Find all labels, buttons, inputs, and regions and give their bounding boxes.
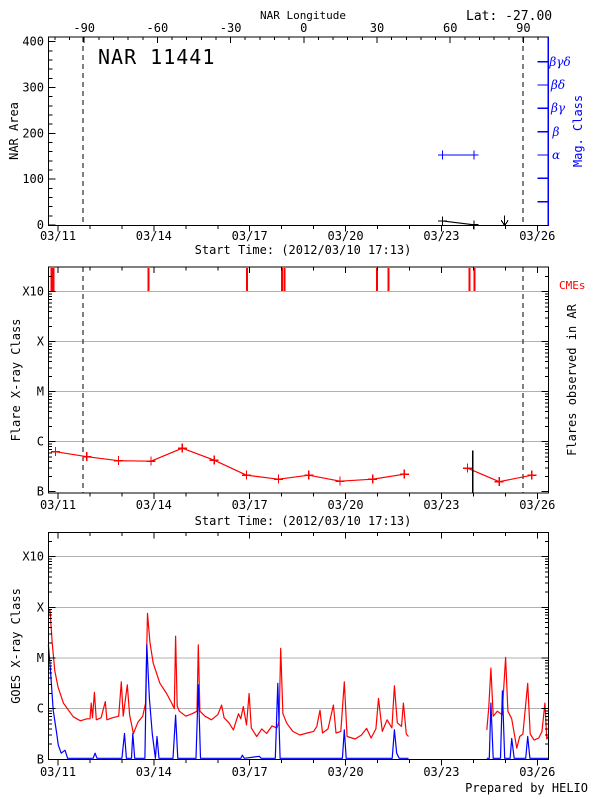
- svg-text:03/23: 03/23: [423, 498, 459, 512]
- svg-text:X10: X10: [22, 550, 44, 564]
- svg-text:03/26: 03/26: [519, 498, 555, 512]
- start-time-caption-middle: Start Time: (2012/03/10 17:13): [194, 514, 412, 528]
- cme-ticks: [50, 268, 476, 292]
- longitude-ticks: [54, 37, 539, 43]
- svg-text:X: X: [37, 600, 45, 614]
- mag-class-tick-a: α: [551, 148, 561, 162]
- svg-text:03/20: 03/20: [327, 229, 363, 243]
- svg-text:B: B: [37, 752, 44, 766]
- svg-text:X10: X10: [22, 285, 44, 299]
- start-time-caption-top: Start Time: (2012/03/10 17:13): [194, 243, 412, 257]
- panel-frames: [47, 36, 549, 760]
- region-title: NAR 11441: [98, 45, 216, 69]
- svg-text:C: C: [37, 435, 44, 449]
- flares-observed-label: Flares observed in AR: [565, 304, 579, 456]
- top-axis-title: NAR Longitude: [259, 9, 347, 22]
- cmes-label: CMEs: [559, 279, 586, 292]
- svg-text:03/17: 03/17: [232, 498, 268, 512]
- svg-text:M: M: [37, 385, 44, 399]
- latitude-label: Lat: -27.00: [466, 9, 553, 24]
- nar-area-series: [437, 215, 509, 230]
- svg-text:400: 400: [22, 35, 44, 49]
- svg-text:X: X: [37, 335, 45, 349]
- goes-short-blue: [47, 644, 549, 759]
- mag-class-tick-bgd: βγδ: [549, 55, 571, 69]
- svg-text:-30: -30: [220, 21, 242, 35]
- svg-text:60: 60: [443, 21, 457, 35]
- mag-class-axis: [537, 37, 549, 226]
- svg-text:300: 300: [22, 81, 44, 95]
- svg-text:200: 200: [22, 126, 44, 140]
- svg-text:03/23: 03/23: [423, 229, 459, 243]
- svg-text:30: 30: [370, 21, 384, 35]
- svg-text:03/17: 03/17: [232, 765, 268, 779]
- svg-text:03/14: 03/14: [136, 765, 172, 779]
- svg-text:90: 90: [516, 21, 530, 35]
- svg-text:100: 100: [22, 172, 44, 186]
- svg-text:B: B: [37, 485, 44, 499]
- mag-class-axis-label: Mag. Class: [571, 94, 585, 168]
- goes-series: [47, 609, 549, 759]
- svg-text:03/14: 03/14: [136, 498, 172, 512]
- nar-area-yticks: [48, 41, 56, 226]
- mag-class-tick-b: β: [552, 125, 560, 139]
- nar-area-axis-label: NAR Area: [7, 102, 21, 160]
- svg-text:M: M: [37, 651, 44, 665]
- svg-text:03/14: 03/14: [136, 229, 172, 243]
- svg-text:03/20: 03/20: [327, 498, 363, 512]
- svg-text:-90: -90: [73, 21, 95, 35]
- mag-class-tick-bg: βγ: [550, 101, 566, 115]
- svg-text:03/26: 03/26: [519, 229, 555, 243]
- svg-text:03/11: 03/11: [40, 765, 76, 779]
- flare-xray-axis-label: Flare X-ray Class: [9, 318, 23, 442]
- mag-class-series: [437, 150, 479, 160]
- flare-series: [50, 443, 537, 487]
- credit-label: Prepared by HELIO: [465, 781, 588, 795]
- gridlines: [48, 291, 549, 710]
- dashed-longitude-lines: [82, 37, 524, 493]
- goes-xray-axis-label: GOES X-ray Class: [9, 588, 23, 704]
- svg-text:03/26: 03/26: [519, 765, 555, 779]
- svg-text:03/23: 03/23: [423, 765, 459, 779]
- log-yticks: [48, 276, 549, 760]
- svg-text:03/17: 03/17: [232, 229, 268, 243]
- svg-text:03/11: 03/11: [40, 498, 76, 512]
- mag-class-tick-bd: βδ: [550, 78, 566, 92]
- svg-text:C: C: [37, 702, 44, 716]
- svg-text:03/20: 03/20: [327, 765, 363, 779]
- svg-text:0: 0: [37, 218, 44, 232]
- goes-long-red: [47, 609, 549, 749]
- tick-labels: -90 -60 -30 0 30 60 90 03/11 03/14 03/17 03/20 03/2…: [22, 21, 555, 779]
- svg-text:-60: -60: [147, 21, 169, 35]
- svg-text:03/11: 03/11: [40, 229, 76, 243]
- date-ticks: [57, 225, 538, 766]
- svg-text:0: 0: [300, 21, 307, 35]
